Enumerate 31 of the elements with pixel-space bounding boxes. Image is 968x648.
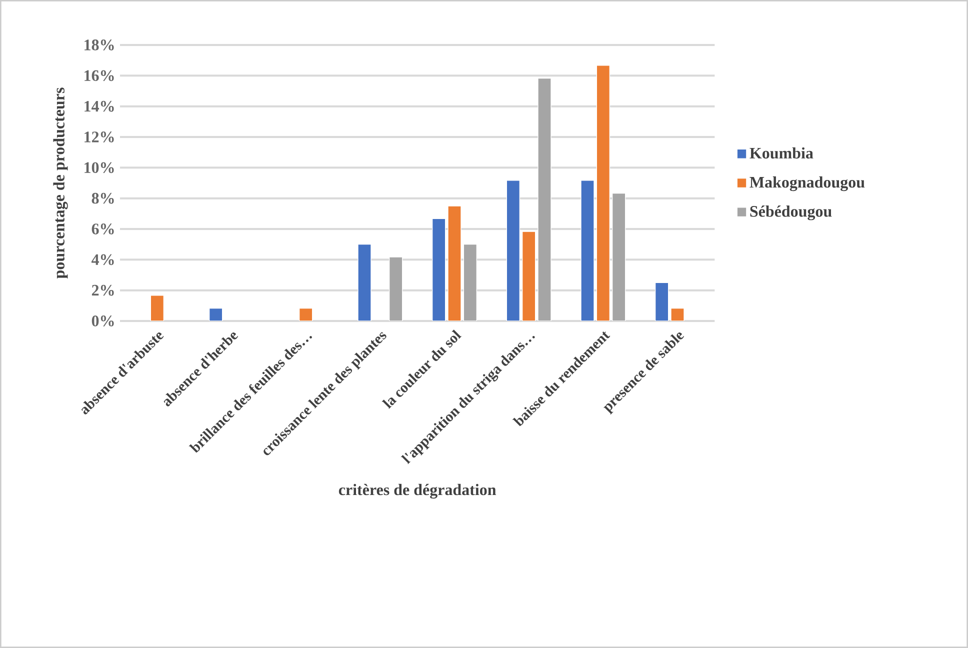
y-tick-label: 18% xyxy=(84,40,114,50)
y-tick-label: 10% xyxy=(84,162,114,174)
y-tick-label: 14% xyxy=(84,100,114,112)
bar xyxy=(522,231,536,321)
bar xyxy=(612,192,626,321)
bar xyxy=(448,206,462,321)
bar xyxy=(463,244,477,321)
y-tick-label: 4% xyxy=(92,254,114,266)
y-tick-label: 12% xyxy=(84,132,114,142)
bar xyxy=(596,65,610,321)
y-tick-label: 2% xyxy=(92,284,114,296)
bar xyxy=(654,282,669,321)
y-axis-title: pourcentage de producteurs xyxy=(53,88,68,278)
bar xyxy=(432,218,446,321)
y-tick-label: 8% xyxy=(92,192,114,204)
bar xyxy=(150,295,164,321)
y-tick-label: 16% xyxy=(84,70,114,82)
legend-label: Koumbia xyxy=(750,147,814,159)
y-tick-label: 6% xyxy=(92,224,114,234)
x-axis-title: critères de dégradation xyxy=(338,484,496,499)
bar xyxy=(389,256,403,321)
bar xyxy=(670,308,684,321)
bar xyxy=(358,244,372,321)
bar xyxy=(209,308,223,321)
legend-label: Makognadougou xyxy=(750,176,865,192)
legend-label: Sébédougou xyxy=(750,206,832,220)
bar xyxy=(580,180,594,321)
y-tick-label: 0% xyxy=(92,316,114,326)
bar xyxy=(538,78,552,321)
bar xyxy=(506,180,520,321)
bar xyxy=(299,308,313,321)
